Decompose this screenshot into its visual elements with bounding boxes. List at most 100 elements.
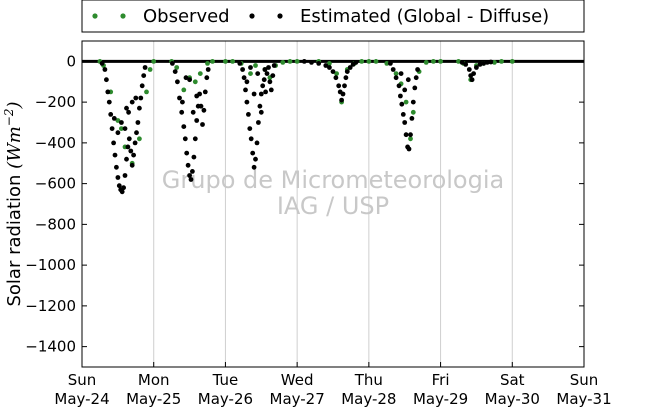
- x-tick-label-day: Wed: [281, 371, 314, 389]
- observed-point: [147, 67, 153, 72]
- estimated-point: [251, 91, 257, 97]
- estimated-point: [181, 124, 187, 129]
- estimated-point: [122, 126, 128, 131]
- estimated-point: [264, 71, 270, 76]
- estimated-point: [184, 150, 190, 156]
- estimated-point: [316, 61, 322, 66]
- estimated-point: [125, 144, 131, 150]
- observed-point: [230, 59, 236, 64]
- estimated-point: [109, 126, 115, 131]
- grid: [153, 41, 513, 367]
- observed-point: [119, 126, 124, 131]
- estimated-point: [244, 99, 250, 105]
- estimated-point: [393, 75, 399, 81]
- estimated-point: [115, 175, 121, 180]
- estimated-point: [262, 67, 268, 72]
- estimated-point: [190, 169, 195, 174]
- estimated-point: [396, 83, 402, 89]
- estimated-point: [250, 150, 256, 156]
- estimated-point: [241, 75, 247, 81]
- estimated-point: [142, 65, 148, 70]
- legend-estimated-label: Estimated (Global - Diffuse): [300, 6, 549, 27]
- estimated-point: [128, 148, 134, 154]
- estimated-point: [183, 75, 189, 81]
- estimated-point: [469, 77, 475, 83]
- observed-point: [366, 59, 372, 64]
- estimated-point: [330, 69, 336, 74]
- observed-point: [359, 59, 365, 64]
- estimated-point: [141, 73, 147, 78]
- estimated-point: [198, 103, 204, 109]
- estimated-point: [119, 120, 124, 125]
- x-tick-label-date: May-31: [556, 390, 611, 408]
- y-tick-label: −1000: [25, 256, 76, 274]
- y-tick-label: −1200: [25, 297, 76, 315]
- estimated-point: [403, 132, 409, 138]
- x-tick-label-date: May-27: [270, 390, 325, 408]
- estimated-point: [124, 156, 129, 162]
- observed-point: [393, 71, 399, 76]
- estimated-point: [333, 75, 339, 81]
- estimated-point: [133, 95, 139, 101]
- y-tick-label: −1400: [25, 338, 76, 356]
- estimated-point: [484, 60, 490, 65]
- observed-point: [509, 59, 515, 64]
- estimated-point: [258, 109, 264, 115]
- estimated-point: [116, 183, 122, 189]
- estimated-point: [474, 65, 479, 70]
- observed-point: [280, 60, 286, 65]
- observed-point: [294, 59, 300, 64]
- estimated-point: [390, 67, 396, 72]
- observed-point: [384, 61, 390, 66]
- estimated-point: [102, 67, 108, 72]
- x-tick-label-date: May-30: [485, 390, 540, 408]
- estimated-point: [132, 140, 138, 146]
- legend-estimated-marker: [249, 13, 255, 19]
- estimated-point: [112, 152, 118, 158]
- estimated-point: [114, 164, 119, 170]
- estimated-point: [126, 109, 131, 115]
- observed-point: [137, 136, 142, 142]
- estimated-point: [122, 173, 128, 178]
- estimated-point: [237, 61, 243, 66]
- estimated-point: [406, 146, 412, 152]
- estimated-point: [204, 75, 210, 81]
- observed-point: [327, 61, 332, 66]
- x-tick-label-day: Mon: [138, 371, 170, 389]
- estimated-point: [188, 177, 194, 182]
- estimated-point: [119, 189, 125, 195]
- estimated-point: [170, 61, 175, 66]
- estimated-point: [263, 89, 268, 95]
- estimated-point: [108, 112, 114, 117]
- y-tick-label: −600: [35, 175, 76, 193]
- estimated-point: [266, 65, 271, 70]
- x-tick-label-day: Tue: [212, 371, 239, 389]
- estimated-point: [194, 93, 200, 99]
- y-axis-label-unit-exponent: −2: [2, 109, 16, 127]
- y-tick-label: −200: [35, 93, 76, 111]
- watermark-line2: IAG / USP: [277, 192, 389, 220]
- estimated-point: [187, 77, 193, 83]
- estimated-point: [106, 99, 112, 105]
- y-axis-label: Solar radiation (Wm−2): [2, 101, 25, 306]
- estimated-point: [240, 67, 246, 72]
- estimated-point: [323, 63, 329, 68]
- y-axis-label-unit: Wm: [4, 126, 25, 162]
- estimated-point: [477, 62, 483, 67]
- estimated-point: [135, 120, 141, 125]
- estimated-point: [301, 59, 307, 64]
- estimated-point: [104, 77, 109, 83]
- estimated-point: [126, 136, 132, 142]
- estimated-point: [191, 154, 197, 160]
- observed-point: [492, 60, 497, 65]
- observed-point: [197, 71, 203, 76]
- estimated-point: [138, 95, 144, 101]
- observed-point: [408, 136, 413, 142]
- y-tick-label: −800: [35, 215, 76, 233]
- y-axis-label-unit-close: ): [4, 101, 25, 109]
- estimated-point: [246, 112, 251, 117]
- estimated-point: [124, 105, 129, 111]
- legend: Observed Estimated (Global - Diffuse): [81, 0, 585, 33]
- estimated-point: [172, 69, 178, 74]
